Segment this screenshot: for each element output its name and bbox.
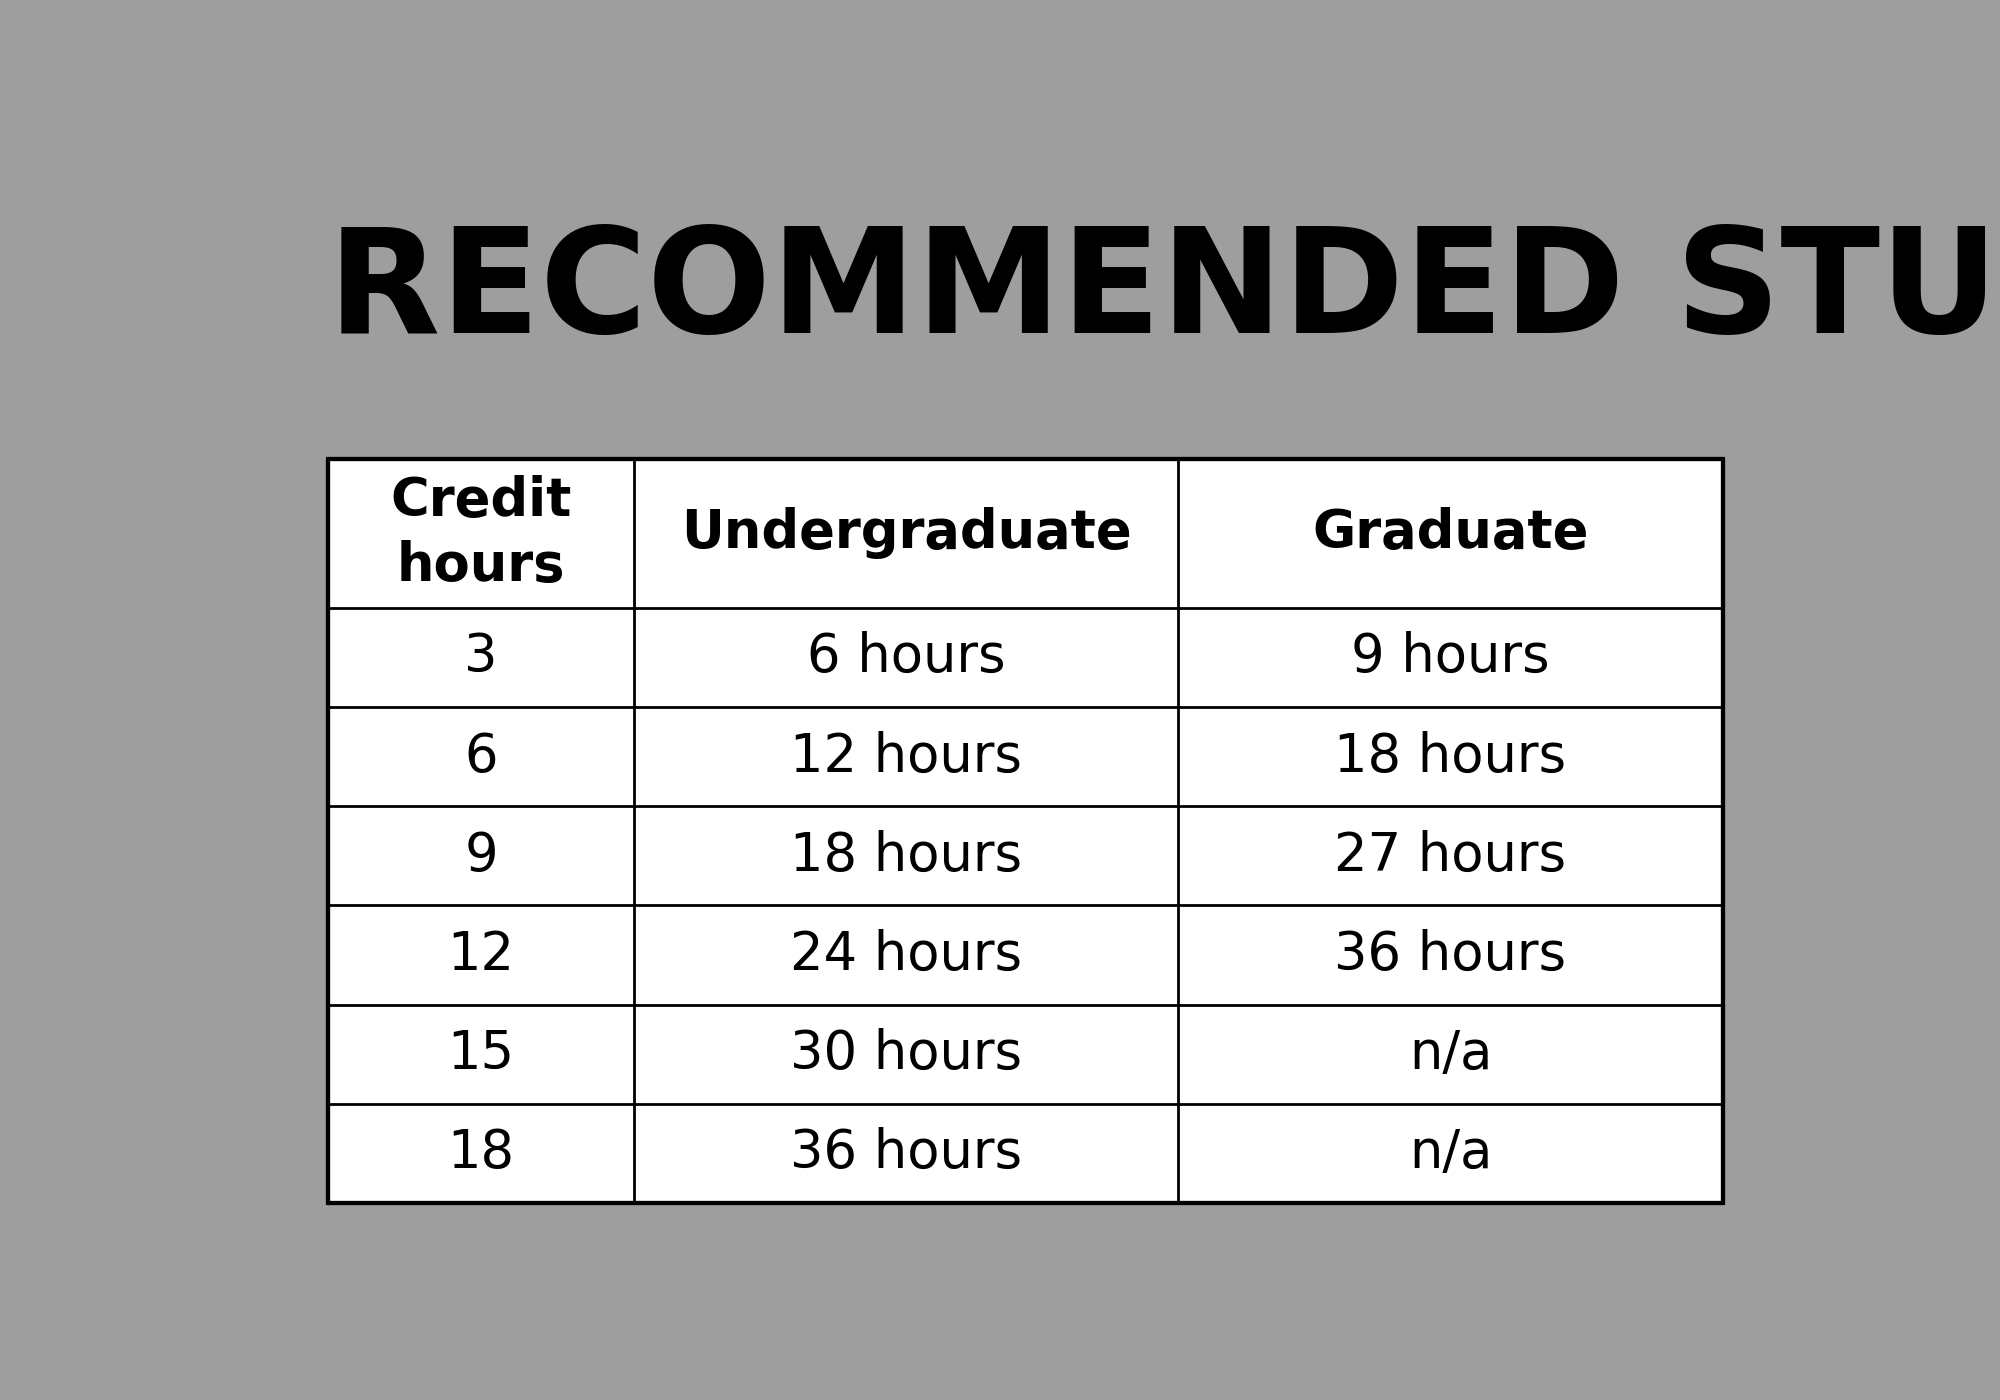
Text: RECOMMENDED STUDY TIME: RECOMMENDED STUDY TIME [328,223,2000,363]
Text: n/a: n/a [1408,1127,1492,1179]
FancyBboxPatch shape [328,459,1722,1203]
Text: 36 hours: 36 hours [1334,930,1566,981]
Text: 18 hours: 18 hours [1334,731,1566,783]
Text: 36 hours: 36 hours [790,1127,1022,1179]
Text: n/a: n/a [1408,1028,1492,1081]
Text: 9 hours: 9 hours [1352,631,1550,683]
Text: 6 hours: 6 hours [808,631,1006,683]
Text: 12: 12 [448,930,514,981]
Text: 27 hours: 27 hours [1334,830,1566,882]
Text: 18: 18 [448,1127,514,1179]
Text: 9: 9 [464,830,498,882]
Text: Graduate: Graduate [1312,507,1588,560]
Text: 15: 15 [448,1028,514,1081]
Text: 6: 6 [464,731,498,783]
Text: 12 hours: 12 hours [790,731,1022,783]
Text: 3: 3 [464,631,498,683]
Text: 30 hours: 30 hours [790,1028,1022,1081]
Text: Credit
hours: Credit hours [390,475,572,592]
Text: 24 hours: 24 hours [790,930,1022,981]
Text: 18 hours: 18 hours [790,830,1022,882]
Text: Undergraduate: Undergraduate [682,507,1132,560]
